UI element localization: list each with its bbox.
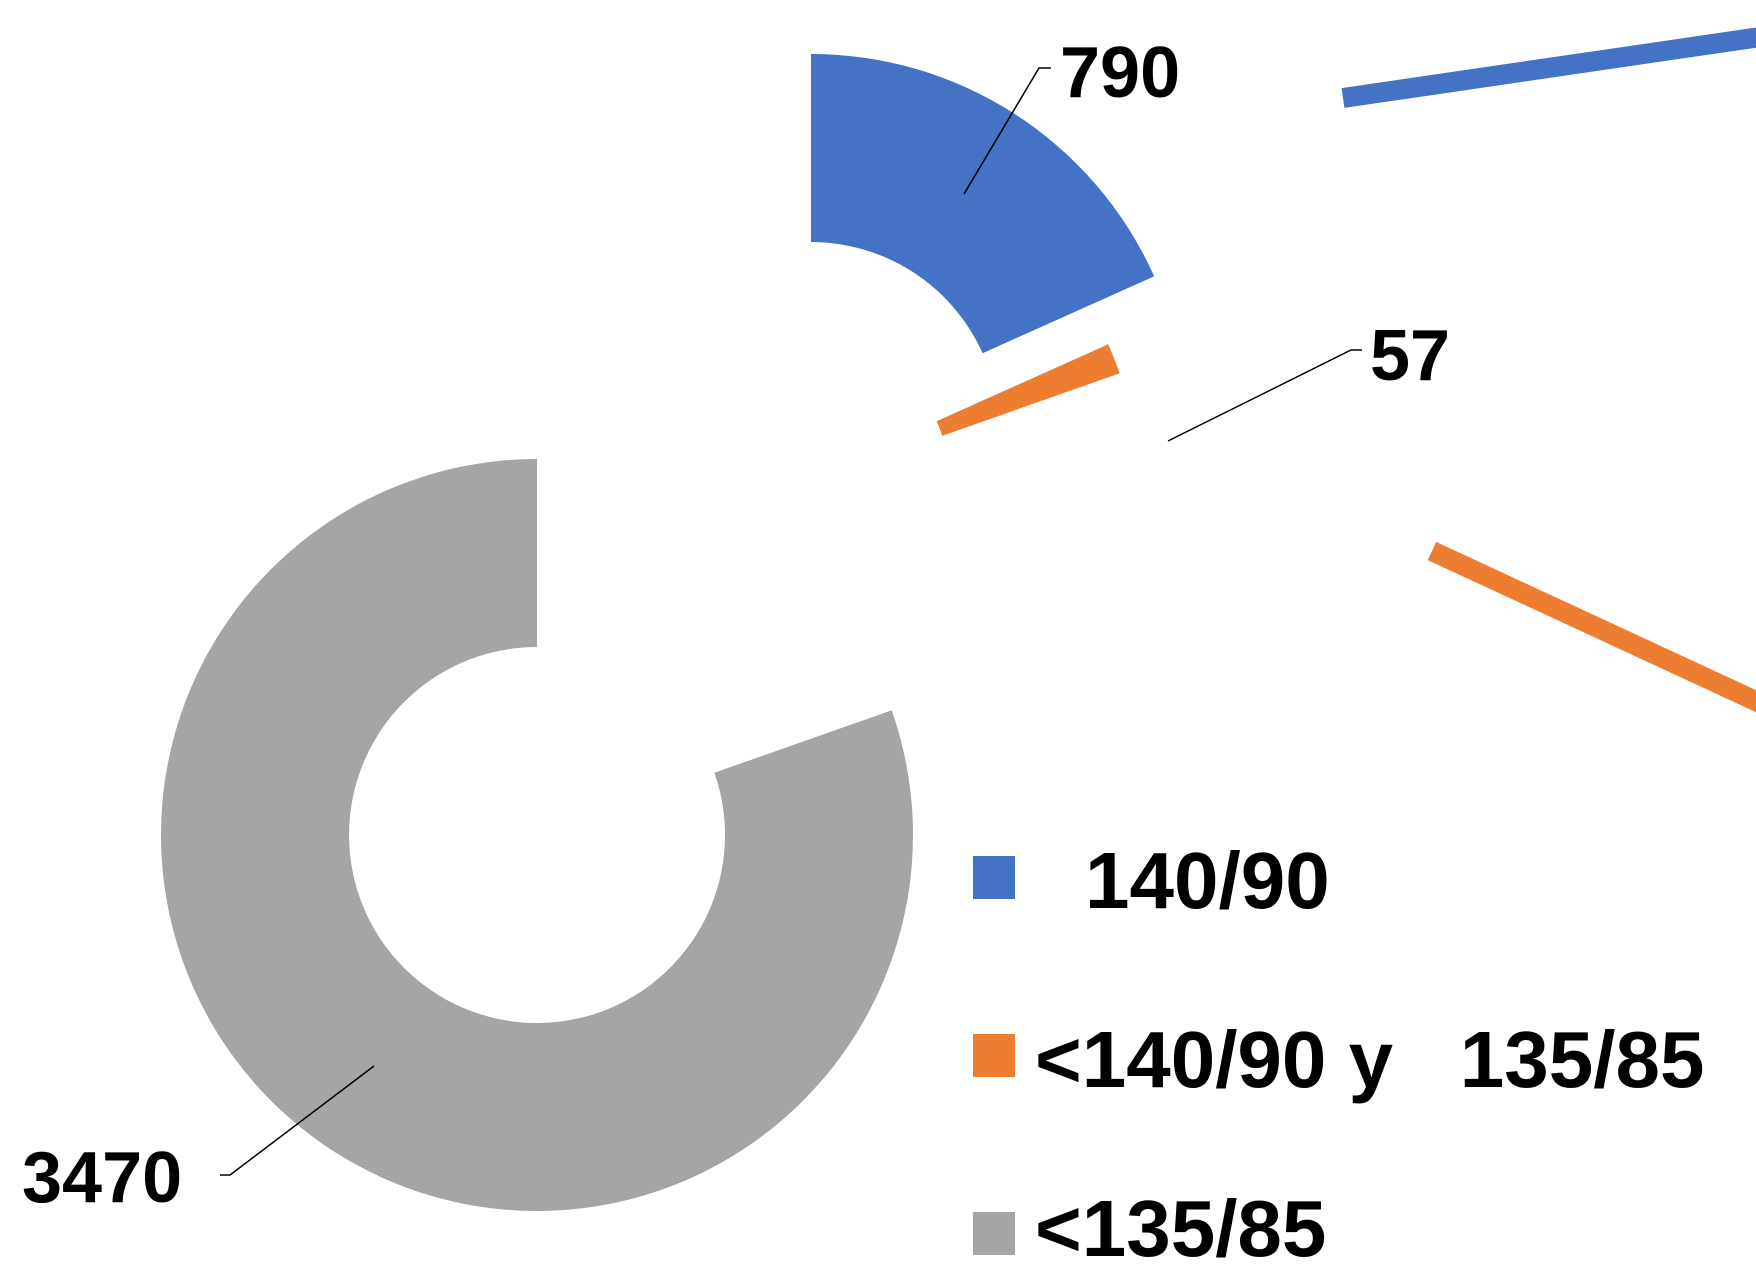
legend-label-135-85: <135/85 [1035,1184,1326,1272]
donut-slice-135-85 [160,459,913,1211]
data-label-135-85: 3470 [22,1138,182,1218]
donut-slice-140-90 [811,53,1155,354]
data-label-140-90-135-85: 57 [1370,316,1450,396]
neighbor-chart-fragments [1341,27,1756,713]
legend-swatch-140-90 [973,856,1015,899]
legend-label-140-90-135-85: <140/90 y 135/85 [1035,1015,1705,1104]
orange-series-line-fragment [1427,541,1756,713]
leader-line-57 [1167,349,1362,442]
leader-line-3470 [220,1065,375,1176]
donut-slices [160,53,1155,1211]
blue-series-line-fragment [1341,27,1756,108]
leader-line-790 [963,67,1051,195]
legend: 140/90 <140/90 y 135/85 <135/85 [973,836,1705,1272]
legend-swatch-135-85 [973,1212,1015,1255]
donut-slice-140-90-135-85 [936,344,1120,436]
data-label-140-90: 790 [1060,33,1180,113]
legend-label-140-90: 140/90 [1085,836,1330,925]
legend-swatch-140-90-135-85 [973,1034,1015,1077]
